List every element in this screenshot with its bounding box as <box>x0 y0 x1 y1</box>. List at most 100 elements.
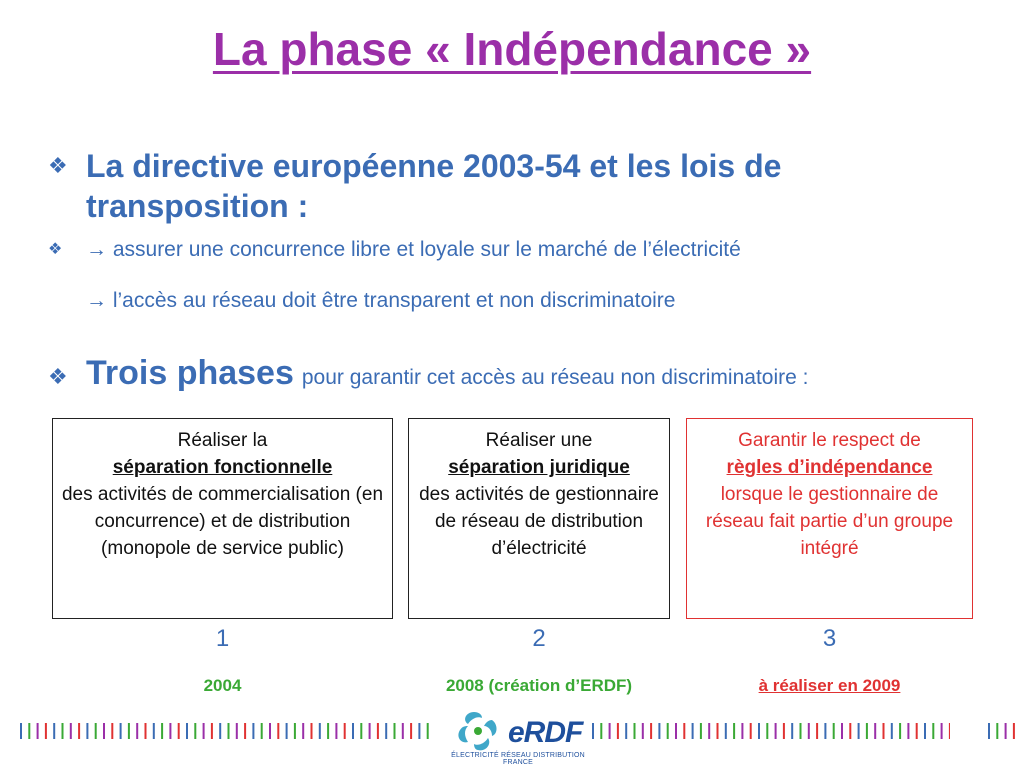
bullet-directive-text: La directive européenne 2003-54 et les l… <box>86 148 782 224</box>
stripe-bar <box>807 723 810 739</box>
stripe-bar <box>352 723 354 739</box>
stripe-bar <box>650 723 653 739</box>
stripe-bar <box>799 723 802 739</box>
phase-year-3: à réaliser en 2009 <box>758 676 901 695</box>
stripe-bar <box>376 723 379 739</box>
stripe-bar <box>36 723 39 739</box>
stripe-bar <box>202 723 205 739</box>
stripe-bar <box>899 723 902 739</box>
stripe-bar <box>119 723 122 739</box>
stripe-bar <box>327 723 330 739</box>
stripe-bar <box>666 723 669 739</box>
stripe-bar <box>1004 723 1007 739</box>
diamond-bullet-icon: ❖ <box>48 364 68 389</box>
stripe-bar <box>625 723 628 739</box>
stripe-bar <box>708 723 711 739</box>
stripe-bar <box>169 723 172 739</box>
stripe-bar <box>94 723 97 739</box>
stripe-bar <box>616 723 619 739</box>
stripe-bar <box>127 723 130 739</box>
stripe-bar <box>426 723 429 739</box>
decorative-stripes-left <box>20 723 429 739</box>
phase-box-3: Garantir le respect de règles d’indépend… <box>686 418 973 619</box>
stripe-bar <box>608 723 611 739</box>
slide-title: La phase « Indépendance » <box>212 23 812 75</box>
stripe-bar <box>915 723 918 739</box>
decorative-stripes-end <box>988 723 1015 739</box>
erdf-logo-subtitle: ÉLECTRICITÉ RÉSEAU DISTRIBUTION FRANCE <box>451 752 585 766</box>
stripe-bar <box>186 723 188 739</box>
stripe-bar <box>996 723 999 739</box>
phase-box-2-line1: Réaliser une <box>485 430 593 451</box>
stripe-bar <box>641 723 644 739</box>
stripe-bar <box>791 723 794 739</box>
stripe-bar <box>882 723 885 739</box>
stripe-bar <box>849 723 852 739</box>
stripe-bar <box>1012 723 1015 739</box>
stripe-bar <box>816 723 819 739</box>
phase-box-2: Réaliser une séparation juridique des ac… <box>408 418 670 619</box>
phase-box-2-description: des activités de gestionnaire de réseau … <box>419 484 659 559</box>
stripe-bar <box>699 723 702 739</box>
stripe-bar <box>832 723 835 739</box>
phase-box-2-emphasis: séparation juridique <box>448 457 630 478</box>
stripe-bar <box>219 723 222 739</box>
stripe-bar <box>410 723 413 739</box>
stripe-bar <box>260 723 263 739</box>
phase-number-1: 1 <box>215 625 230 652</box>
stripe-bar <box>293 723 296 739</box>
stripe-bar <box>393 723 396 739</box>
bullet-trois-phases: ❖ Trois phases pour garantir cet accès a… <box>48 354 988 393</box>
trois-phases-heading: Trois phases <box>86 354 294 392</box>
stripe-bar <box>675 723 677 739</box>
stripe-bar <box>658 723 661 739</box>
stripe-bar <box>343 723 346 739</box>
stripe-bar <box>360 723 363 739</box>
stripe-bar <box>948 723 950 739</box>
stripe-bar <box>824 723 827 739</box>
stripe-bar <box>285 723 288 739</box>
phase-year-1: 2004 <box>203 676 242 695</box>
stripe-bar <box>924 723 926 739</box>
stripe-bar <box>310 723 313 739</box>
stripe-bar <box>733 723 736 739</box>
stripe-bar <box>368 723 371 739</box>
bullet-concurrence-text: → assurer une concurrence libre et loyal… <box>86 238 741 261</box>
erdf-logo-icon <box>458 712 497 751</box>
stripe-bar <box>749 723 752 739</box>
stripe-bar <box>61 723 64 739</box>
stripe-bar <box>152 723 155 739</box>
stripe-bar <box>766 723 769 739</box>
stripe-bar <box>20 723 22 739</box>
stripe-bar <box>988 723 990 739</box>
stripe-bar <box>111 723 114 739</box>
stripe-bar <box>741 723 744 739</box>
phase-box-1: Réaliser la séparation fonctionnelle des… <box>52 418 393 619</box>
phase-box-1-description: des activités de commercialisation (en c… <box>61 484 384 559</box>
stripe-bar <box>252 723 255 739</box>
phase-box-3-emphasis: règles d’indépendance <box>726 457 933 478</box>
stripe-bar <box>227 723 230 739</box>
diamond-bullet-icon: ❖ <box>48 153 68 178</box>
stripe-bar <box>78 723 81 739</box>
stripe-bar <box>418 723 421 739</box>
stripe-bar <box>103 723 105 739</box>
stripe-bar <box>53 723 56 739</box>
stripe-bar <box>144 723 147 739</box>
bullet-directive: ❖ La directive européenne 2003-54 et les… <box>48 146 978 226</box>
stripe-bar <box>724 723 727 739</box>
stripe-bar <box>194 723 197 739</box>
stripe-bar <box>44 723 47 739</box>
stripe-bar <box>865 723 868 739</box>
stripe-bar <box>401 723 404 739</box>
phase-box-3-description: lorsque le gestionnaire de réseau fait p… <box>705 484 954 559</box>
stripe-bar <box>782 723 785 739</box>
stripe-bar <box>302 723 305 739</box>
stripe-bar <box>907 723 910 739</box>
erdf-logo-word: eRDF <box>508 716 583 749</box>
stripe-bar <box>161 723 164 739</box>
phase-box-1-emphasis: séparation fonctionnelle <box>112 457 333 478</box>
bullet-acces-text: → l’accès au réseau doit être transparen… <box>86 289 676 312</box>
phase-year-2: 2008 (création d’ERDF) <box>445 676 633 695</box>
